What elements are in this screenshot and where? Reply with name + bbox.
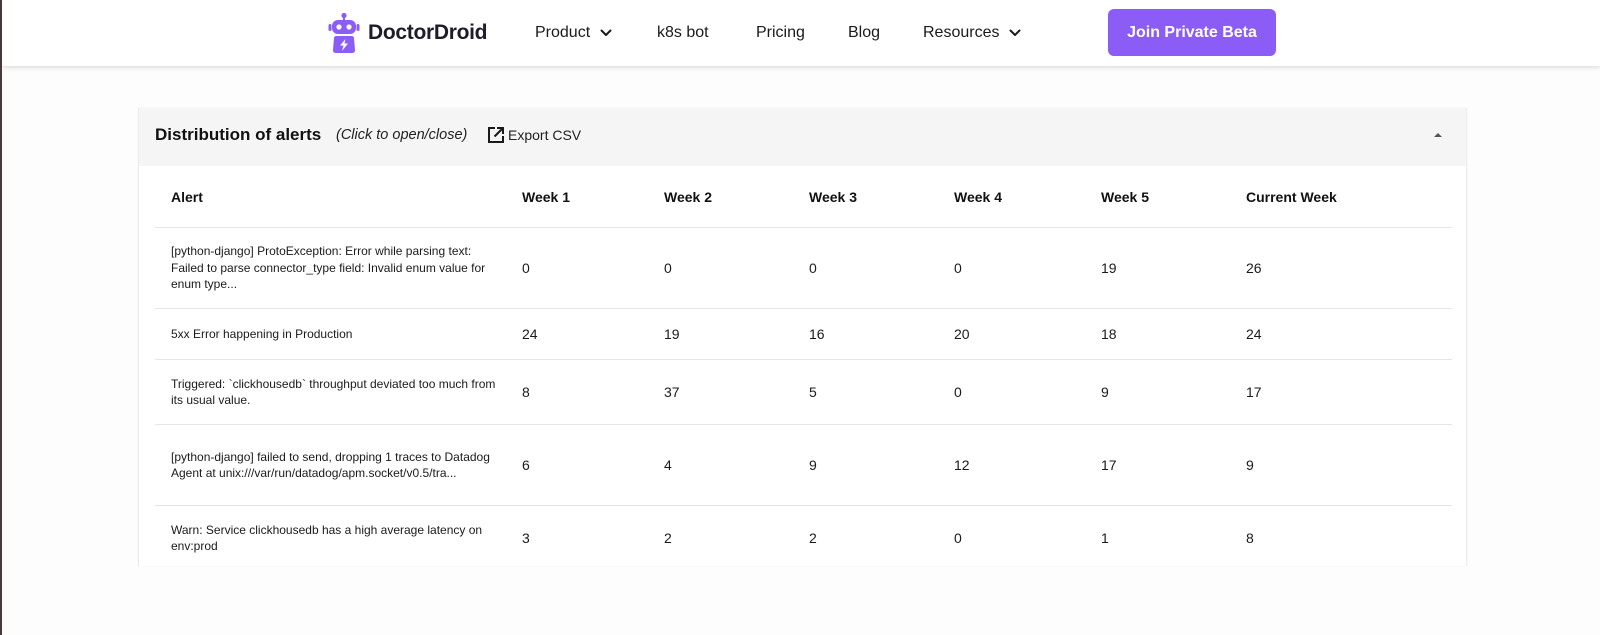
nav-pricing[interactable]: Pricing [756,22,805,44]
table-row: [python-django] ProtoException: Error wh… [155,228,1452,309]
chevron-down-icon [600,29,612,36]
value-cell: 19 [664,326,680,342]
value-cell: 20 [954,326,970,342]
nav-resources[interactable]: Resources [923,22,1021,44]
value-cell: 17 [1101,457,1117,473]
value-cell: 16 [809,326,825,342]
value-cell: 8 [1246,530,1254,546]
value-cell: 26 [1246,260,1262,276]
nav-blog[interactable]: Blog [848,22,880,44]
table-header-row: Alert Week 1 Week 2 Week 3 Week 4 Week 5… [155,166,1452,228]
value-cell: 8 [522,384,530,400]
value-cell: 12 [954,457,970,473]
brand-logo[interactable]: DoctorDroid [328,12,488,54]
alert-name: 5xx Error happening in Production [171,326,353,341]
value-cell: 24 [522,326,538,342]
value-cell: 0 [954,260,962,276]
column-header: Week 2 [664,188,712,205]
chevron-down-icon [1009,29,1021,36]
table-row: Warn: Service clickhousedb has a high av… [155,506,1452,570]
panel-header-toggle[interactable]: Distribution of alerts (Click to open/cl… [139,108,1466,166]
value-cell: 18 [1101,326,1117,342]
column-header: Week 5 [1101,188,1149,205]
value-cell: 3 [522,530,530,546]
alert-name: Triggered: `clickhousedb` throughput dev… [171,376,496,408]
alerts-table: Alert Week 1 Week 2 Week 3 Week 4 Week 5… [155,166,1452,570]
robot-logo-icon [328,12,360,53]
brand-name: DoctorDroid [368,21,488,44]
alert-cell: Warn: Service clickhousedb has a high av… [171,506,501,570]
column-header: Week 1 [522,188,570,205]
value-cell: 24 [1246,326,1262,342]
value-cell: 0 [664,260,672,276]
value-cell: 19 [1101,260,1117,276]
nav-product[interactable]: Product [535,22,612,44]
nav-pricing-label: Pricing [756,24,805,41]
nav-blog-label: Blog [848,24,881,41]
alert-cell: Triggered: `clickhousedb` throughput dev… [171,360,501,424]
caret-up-icon[interactable] [1432,130,1444,140]
export-csv-label: Export CSV [508,127,582,143]
value-cell: 9 [1246,457,1254,473]
value-cell: 17 [1246,384,1262,400]
table-row: [python-django] failed to send, dropping… [155,425,1452,506]
value-cell: 4 [664,457,672,473]
column-header: Current Week [1246,188,1337,205]
panel-hint: (Click to open/close) [336,127,468,143]
alert-name: [python-django] failed to send, dropping… [171,449,490,481]
value-cell: 37 [664,384,680,400]
alert-name: Warn: Service clickhousedb has a high av… [171,522,483,554]
join-private-beta-button[interactable]: Join Private Beta [1108,9,1276,56]
value-cell: 0 [809,260,817,276]
value-cell: 5 [809,384,817,400]
value-cell: 0 [522,260,530,276]
column-header: Alert [171,188,203,205]
alerts-distribution-panel: Distribution of alerts (Click to open/cl… [138,108,1467,566]
alert-cell: [python-django] ProtoException: Error wh… [171,228,501,308]
value-cell: 1 [1101,530,1109,546]
alert-cell: [python-django] failed to send, dropping… [171,425,501,505]
value-cell: 0 [954,384,962,400]
table-row: 5xx Error happening in Production 24 19 … [155,309,1452,360]
table-row: Triggered: `clickhousedb` throughput dev… [155,360,1452,425]
nav-k8s-bot[interactable]: k8s bot [657,22,709,44]
panel-title: Distribution of alerts [155,125,322,144]
site-header: DoctorDroid Product k8s bot Pricing Blog… [2,0,1600,66]
value-cell: 0 [954,530,962,546]
nav-resources-label: Resources [923,24,1000,41]
value-cell: 9 [809,457,817,473]
value-cell: 2 [664,530,672,546]
value-cell: 6 [522,457,530,473]
alert-name: [python-django] ProtoException: Error wh… [171,244,486,292]
external-link-icon [488,127,504,143]
alert-cell: 5xx Error happening in Production [171,309,501,359]
value-cell: 2 [809,530,817,546]
value-cell: 9 [1101,384,1109,400]
column-header: Week 3 [809,188,857,205]
column-header: Week 4 [954,188,1002,205]
nav-product-label: Product [535,24,591,41]
export-csv-link[interactable]: Export CSV [486,124,581,146]
nav-k8s-bot-label: k8s bot [657,24,709,41]
